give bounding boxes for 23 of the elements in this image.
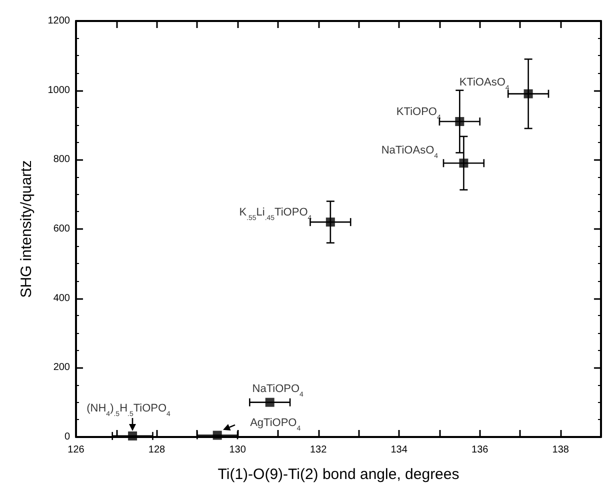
y-tick-label: 400	[53, 292, 70, 304]
y-tick-label: 200	[53, 362, 70, 374]
point	[265, 398, 274, 407]
y-tick-label: 800	[53, 154, 70, 166]
x-tick-label: 132	[310, 444, 328, 456]
y-tick-label: 600	[53, 224, 70, 234]
point	[128, 431, 138, 440]
point	[455, 117, 464, 126]
point	[212, 430, 222, 440]
y-tick-label: 0	[64, 432, 70, 442]
y-axis-title: SHG intensity/quartz	[18, 160, 35, 298]
point	[524, 89, 533, 98]
x-axis-title: Ti(1)-O(9)-Ti(2) bond angle, degrees	[218, 466, 460, 483]
x-tick-label: 126	[68, 444, 85, 456]
x-tick-label: 138	[552, 444, 570, 456]
x-tick-label: 136	[472, 444, 489, 456]
y-tick-label: 1200	[48, 16, 70, 26]
x-tick-label: 128	[148, 444, 166, 456]
point	[459, 158, 468, 168]
x-tick-label: 134	[390, 444, 408, 456]
point	[326, 218, 335, 227]
x-tick-label: 130	[229, 444, 246, 456]
y-tick-label: 1000	[48, 84, 70, 96]
